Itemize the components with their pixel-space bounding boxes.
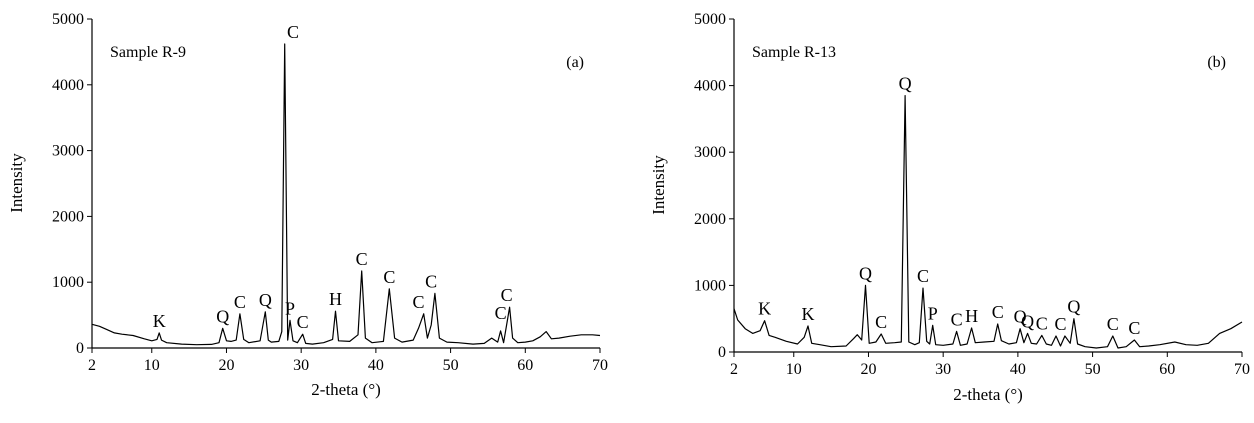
panel-label: (a) bbox=[566, 54, 584, 71]
x-axis-label: 2-theta (°) bbox=[953, 385, 1023, 404]
panel-label: (b) bbox=[1207, 54, 1226, 71]
x-tick-label: 50 bbox=[443, 357, 459, 374]
y-tick-label: 3000 bbox=[694, 144, 726, 161]
peak-label-Q: Q bbox=[259, 290, 272, 310]
y-tick-label: 3000 bbox=[52, 143, 84, 160]
peak-label-C: C bbox=[297, 312, 309, 332]
peak-label-P: P bbox=[928, 303, 938, 323]
x-axis-label: 2-theta (°) bbox=[311, 380, 381, 399]
peak-label-Q: Q bbox=[1067, 297, 1080, 317]
x-tick-label: 10 bbox=[144, 357, 160, 374]
y-tick-label: 2000 bbox=[694, 211, 726, 228]
peak-label-C: C bbox=[1054, 314, 1066, 334]
peak-label-K: K bbox=[153, 311, 166, 331]
peak-label-K: K bbox=[801, 304, 814, 324]
peak-label-C: C bbox=[356, 249, 368, 269]
peak-label-Q: Q bbox=[216, 306, 229, 326]
peak-label-C: C bbox=[1036, 313, 1048, 333]
x-tick-label: 20 bbox=[218, 357, 234, 374]
peak-label-C: C bbox=[287, 22, 299, 42]
peak-label-C: C bbox=[875, 312, 887, 332]
diffraction-pattern-line bbox=[91, 43, 601, 346]
peak-label-C: C bbox=[917, 266, 929, 286]
y-tick-label: 0 bbox=[76, 340, 84, 357]
peak-label-C: C bbox=[501, 285, 513, 305]
y-tick-label: 2000 bbox=[52, 208, 84, 225]
y-axis-label: Intensity bbox=[649, 155, 668, 215]
peak-label-C: C bbox=[425, 271, 437, 291]
x-tick-label: 60 bbox=[517, 357, 533, 374]
peak-label-C: C bbox=[495, 303, 507, 323]
y-tick-label: 4000 bbox=[52, 77, 84, 94]
peak-label-K: K bbox=[758, 299, 771, 319]
x-tick-label: 2 bbox=[730, 361, 738, 378]
x-tick-label: 50 bbox=[1085, 361, 1101, 378]
peak-label-Q: Q bbox=[1021, 311, 1034, 331]
peak-label-Q: Q bbox=[859, 263, 872, 283]
y-tick-label: 4000 bbox=[694, 78, 726, 95]
peak-label-C: C bbox=[412, 292, 424, 312]
peak-label-H: H bbox=[965, 306, 978, 326]
chart-panel-b: 0 1000 2000 3000 4000 5000 2 10 20 30 40 50 60 70 2-th… bbox=[649, 11, 1250, 404]
x-tick-label: 30 bbox=[293, 357, 309, 374]
y-tick-label: 1000 bbox=[694, 277, 726, 294]
x-tick-label: 2 bbox=[88, 357, 96, 374]
x-tick-label: 70 bbox=[592, 357, 608, 374]
peak-label-C: C bbox=[992, 302, 1004, 322]
peak-label-P: P bbox=[285, 298, 295, 318]
x-tick-label: 30 bbox=[935, 361, 951, 378]
y-axis-label: Intensity bbox=[7, 153, 26, 213]
diffraction-pattern-line bbox=[733, 94, 1243, 349]
peak-label-C: C bbox=[951, 309, 963, 329]
peak-label-C: C bbox=[1107, 314, 1119, 334]
chart-panel-a: 0 1000 2000 3000 4000 5000 2 10 20 30 40 50 60 70 2-th… bbox=[7, 11, 608, 399]
y-tick-label: 0 bbox=[718, 344, 726, 361]
x-tick-label: 70 bbox=[1234, 361, 1250, 378]
sample-label: Sample R-13 bbox=[752, 44, 836, 61]
y-tick-label: 1000 bbox=[52, 274, 84, 291]
x-tick-label: 40 bbox=[368, 357, 384, 374]
x-tick-label: 60 bbox=[1159, 361, 1175, 378]
peak-label-C: C bbox=[383, 267, 395, 287]
sample-label: Sample R-9 bbox=[110, 44, 186, 61]
peak-label-H: H bbox=[329, 289, 342, 309]
x-tick-label: 20 bbox=[860, 361, 876, 378]
peak-label-Q: Q bbox=[899, 74, 912, 94]
x-tick-label: 10 bbox=[786, 361, 802, 378]
y-tick-label: 5000 bbox=[694, 11, 726, 28]
peak-label-Q: Q bbox=[1014, 307, 1027, 327]
peak-label-C: C bbox=[1128, 318, 1140, 338]
x-tick-label: 40 bbox=[1010, 361, 1026, 378]
y-tick-label: 5000 bbox=[52, 11, 84, 28]
peak-label-C: C bbox=[234, 292, 246, 312]
